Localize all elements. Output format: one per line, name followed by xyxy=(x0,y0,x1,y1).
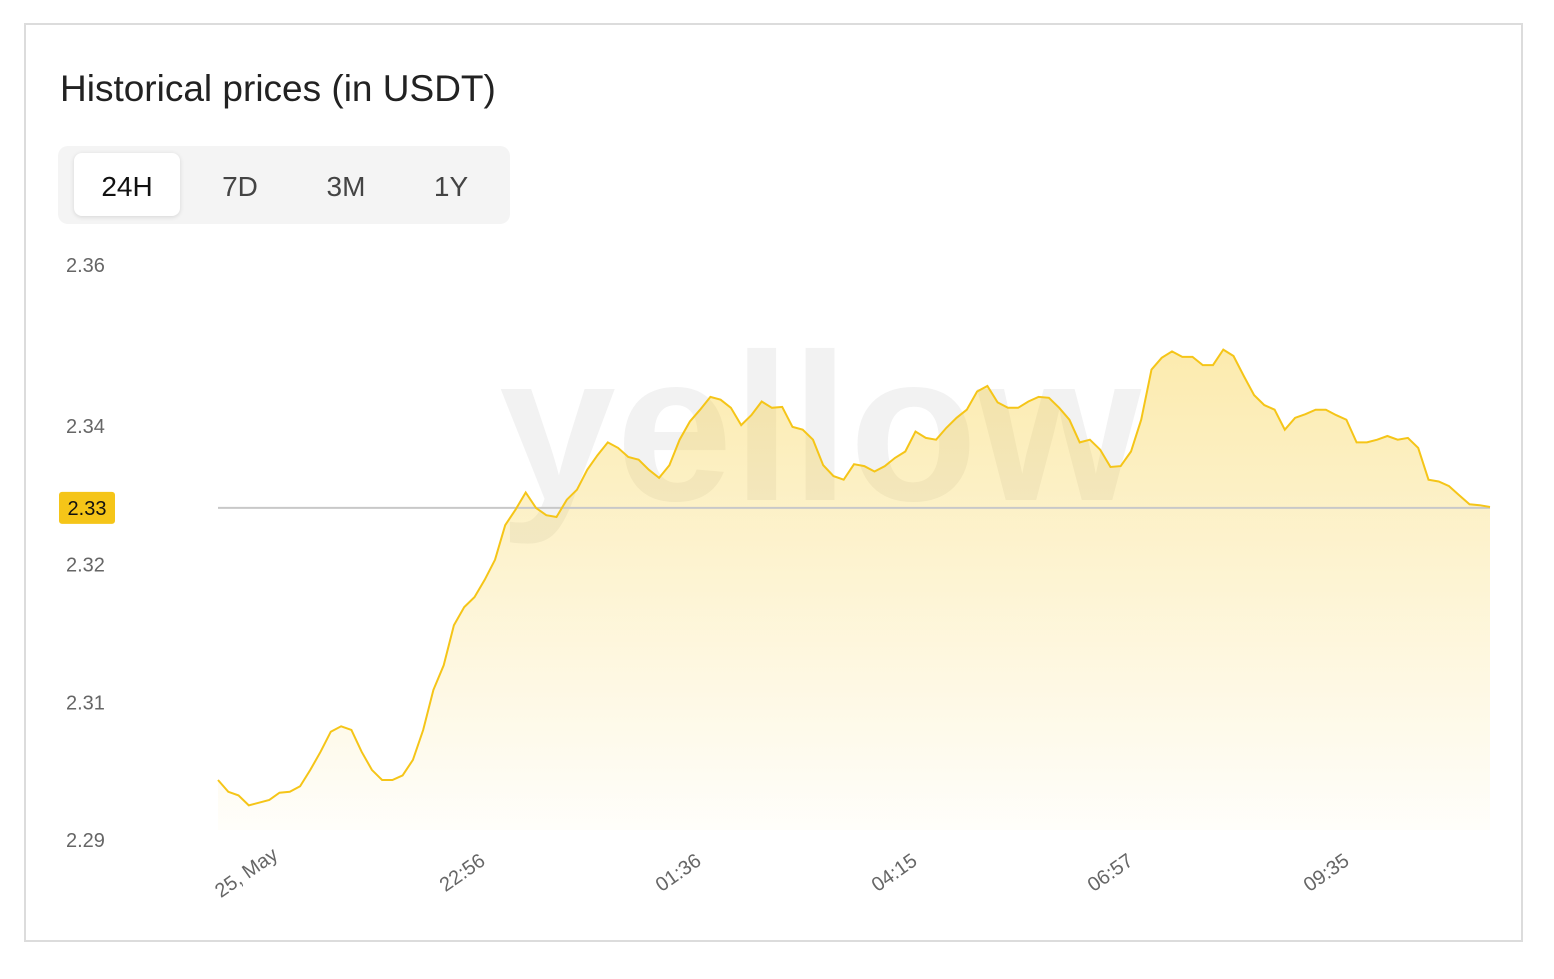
tab[interactable]: 3M xyxy=(327,171,366,202)
price-line xyxy=(217,348,1491,807)
y-tick-label: 2.34 xyxy=(66,416,105,438)
tab[interactable]: 7D xyxy=(222,171,258,202)
y-tick-label: 2.32 xyxy=(66,554,105,576)
area-fill xyxy=(218,349,1490,830)
y-tick-label: 2.36 xyxy=(66,255,105,277)
tab[interactable]: 1Y xyxy=(434,171,469,202)
tab-selected-bg xyxy=(74,153,180,216)
chart-title: Historical prices (in USDT) xyxy=(60,68,496,109)
current-price-badge xyxy=(59,491,115,524)
current-price-label: 2.33 xyxy=(68,498,107,520)
y-tick-label: 2.31 xyxy=(66,693,105,715)
y-tick-label: 2.29 xyxy=(66,830,105,852)
tab[interactable]: 24H xyxy=(101,171,152,202)
